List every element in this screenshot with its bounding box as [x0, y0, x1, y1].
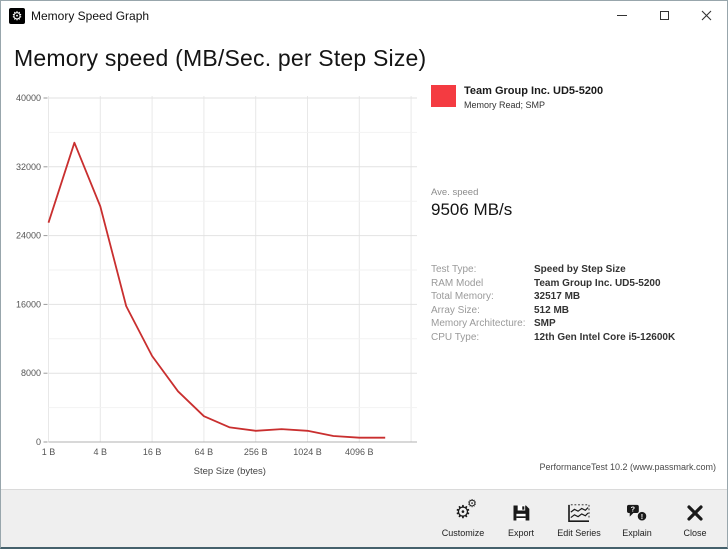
chart-series-icon [562, 500, 596, 526]
svg-text:4 B: 4 B [94, 447, 108, 457]
svg-text:8000: 8000 [21, 368, 41, 378]
explain-button[interactable]: ? ! Explain [609, 493, 665, 545]
maximize-button[interactable] [643, 1, 685, 30]
explain-label: Explain [622, 528, 652, 538]
svg-text:1024 B: 1024 B [293, 447, 322, 457]
svg-text:40000: 40000 [16, 93, 41, 103]
window-controls [601, 1, 727, 30]
legend-text: Team Group Inc. UD5-5200 Memory Read; SM… [464, 85, 603, 110]
table-row: Total Memory: 32517 MB [431, 290, 723, 304]
svg-text:0: 0 [36, 437, 41, 447]
info-value: 12th Gen Intel Core i5-12600K [534, 331, 676, 343]
svg-text:4096 B: 4096 B [345, 447, 374, 457]
average-speed-label: Ave. speed [431, 187, 479, 198]
close-button[interactable]: Close [667, 493, 723, 545]
minimize-icon [617, 15, 627, 16]
svg-text:16000: 16000 [16, 299, 41, 309]
average-speed-value: 9506 MB/s [431, 200, 513, 219]
svg-text:Step Size (bytes): Step Size (bytes) [194, 466, 266, 477]
svg-text:24000: 24000 [16, 231, 41, 241]
app-icon: ⚙ [9, 7, 25, 24]
svg-text:64 B: 64 B [195, 447, 214, 457]
svg-text:256 B: 256 B [244, 447, 268, 457]
info-label: RAM Model [431, 277, 484, 289]
test-info-table: Test Type: Speed by Step Size RAM Model … [431, 263, 723, 345]
info-value: SMP [534, 318, 556, 330]
customize-label: Customize [441, 528, 485, 538]
svg-text:32000: 32000 [16, 162, 41, 172]
edit-series-button[interactable]: Edit Series [551, 493, 607, 545]
info-label: Array Size: [431, 304, 480, 316]
info-value: Speed by Step Size [534, 264, 626, 275]
chart-legend: Team Group Inc. UD5-5200 Memory Read; SM… [431, 85, 603, 110]
info-label: CPU Type: [431, 331, 480, 343]
app-version-note: PerformanceTest 10.2 (www.passmark.com) [539, 462, 716, 472]
maximize-icon [659, 11, 669, 20]
minimize-button[interactable] [601, 1, 643, 30]
customize-button[interactable]: ⚙ ⚙ Customize [435, 493, 491, 545]
gears-icon: ⚙ ⚙ [454, 497, 477, 523]
table-row: Memory Architecture: SMP [431, 317, 723, 331]
floppy-icon [504, 500, 538, 526]
table-row: RAM Model Team Group Inc. UD5-5200 [431, 277, 723, 291]
window-title: Memory Speed Graph [31, 8, 150, 23]
info-label: Memory Architecture: [431, 318, 526, 330]
export-button[interactable]: Export [493, 493, 549, 545]
info-value: 512 MB [534, 304, 570, 316]
help-bubbles-icon: ? ! [620, 500, 654, 526]
info-label: Test Type: [431, 264, 477, 275]
legend-color-swatch [431, 85, 456, 107]
svg-text:16 B: 16 B [143, 447, 162, 457]
close-label: Close [683, 528, 707, 538]
x-icon [678, 500, 712, 526]
info-label: Total Memory: [431, 291, 494, 303]
bottom-toolbar: ⚙ ⚙ Customize Export [1, 489, 727, 547]
memory-speed-chart: 0 8000 16000 24000 32000 40000 1 B 4 B 16 B 64 B 2… [1, 86, 431, 486]
table-row: CPU Type: 12th Gen Intel Core i5-12600K [431, 331, 723, 345]
edit-series-label: Edit Series [557, 528, 601, 538]
export-label: Export [507, 528, 534, 538]
svg-text:1 B: 1 B [42, 447, 56, 457]
page-title: Memory speed (MB/Sec. per Step Size) [14, 45, 427, 71]
table-row: Test Type: Speed by Step Size [431, 263, 723, 277]
svg-text:!: ! [641, 512, 643, 521]
line-chart: 0 8000 16000 24000 32000 40000 1 B 4 B 16 B 64 B 2… [16, 93, 417, 477]
close-icon [701, 10, 711, 21]
titlebar: ⚙ Memory Speed Graph [1, 1, 727, 30]
legend-series-name: Team Group Inc. UD5-5200 [464, 85, 604, 97]
svg-text:?: ? [631, 505, 636, 514]
close-window-button[interactable] [685, 1, 727, 30]
info-value: 32517 MB [534, 291, 581, 303]
info-value: Team Group Inc. UD5-5200 [534, 277, 661, 289]
legend-series-detail: Memory Read; SMP [464, 100, 546, 110]
table-row: Array Size: 512 MB [431, 304, 723, 318]
average-speed-block: Ave. speed 9506 MB/s [431, 187, 512, 220]
